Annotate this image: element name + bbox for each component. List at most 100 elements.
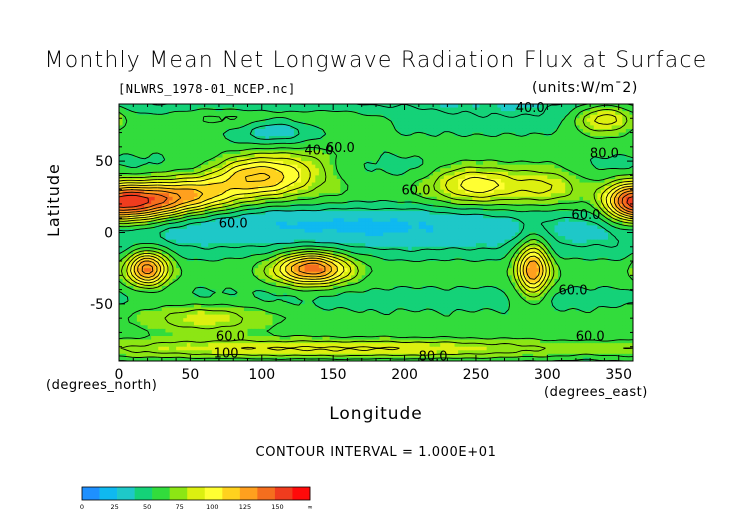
field-cell (376, 136, 381, 141)
field-cell (454, 125, 459, 130)
field-cell (322, 111, 327, 116)
field-cell (251, 118, 256, 123)
field-cell (572, 186, 577, 191)
field-cell (558, 193, 563, 198)
field-cell (436, 182, 441, 187)
field-cell (147, 193, 152, 198)
field-cell (450, 121, 456, 127)
field-cell (161, 121, 166, 127)
field-cell (354, 164, 359, 169)
field-cell (586, 182, 591, 187)
field-cell (529, 175, 534, 180)
field-cell (129, 153, 134, 159)
field-cell (265, 211, 270, 216)
field-cell (518, 164, 523, 169)
field-cell (119, 146, 124, 151)
field-cell (583, 139, 588, 144)
field-cell (218, 118, 224, 123)
field-cell (522, 132, 527, 137)
field-cell (561, 143, 566, 148)
field-cell (572, 182, 577, 187)
field-cell (550, 193, 556, 198)
field-cell (154, 125, 159, 130)
field-cell (500, 139, 506, 144)
field-cell (376, 218, 381, 223)
field-cell (504, 186, 509, 191)
field-cell (611, 136, 616, 141)
field-cell (429, 125, 434, 130)
field-cell (575, 203, 581, 209)
field-cell (204, 136, 209, 141)
field-cell (411, 143, 416, 148)
field-cell (415, 164, 420, 169)
field-cell (615, 121, 620, 127)
field-cell (261, 132, 266, 137)
field-cell (561, 221, 566, 226)
field-cell (368, 175, 374, 180)
field-cell (508, 153, 513, 159)
field-cell (218, 132, 224, 137)
field-cell (411, 218, 416, 223)
field-cell (565, 175, 570, 180)
field-cell (247, 164, 252, 169)
field-cell (336, 196, 341, 201)
field-cell (518, 182, 523, 187)
field-cell (154, 189, 159, 194)
field-cell (322, 178, 327, 184)
field-cell (243, 104, 249, 109)
field-cell (243, 214, 249, 219)
field-cell (479, 150, 484, 155)
field-cell (522, 121, 527, 127)
field-cell (358, 153, 363, 159)
field-cell (386, 136, 391, 141)
field-cell (533, 121, 538, 127)
field-cell (251, 203, 256, 209)
field-cell (629, 104, 633, 109)
field-cell (233, 143, 238, 148)
field-cell (322, 164, 327, 169)
field-cell (140, 221, 145, 226)
field-cell (279, 107, 284, 112)
field-cell (504, 121, 509, 127)
field-cell (272, 225, 277, 230)
field-cell (586, 168, 591, 173)
field-cell (529, 178, 534, 184)
field-cell (329, 225, 334, 230)
field-cell (119, 211, 124, 216)
field-cell (329, 153, 334, 159)
field-cell (590, 164, 595, 169)
field-cell (411, 157, 416, 162)
field-cell (340, 143, 345, 148)
field-cell (140, 139, 145, 144)
field-cell (133, 182, 138, 187)
field-cell (536, 164, 541, 169)
field-cell (240, 178, 245, 184)
field-cell (390, 200, 395, 205)
field-cell (475, 128, 481, 134)
field-cell (143, 121, 149, 127)
field-cell (308, 221, 313, 226)
field-cell (465, 203, 470, 209)
field-cell (358, 107, 363, 112)
field-cell (126, 161, 131, 166)
field-cell (304, 193, 309, 198)
field-cell (154, 171, 159, 176)
field-cell (436, 143, 441, 148)
field-cell (504, 211, 509, 216)
field-cell (604, 211, 609, 216)
field-cell (204, 128, 209, 134)
field-cell (351, 118, 356, 123)
field-cell (615, 125, 620, 130)
field-cell (608, 203, 613, 209)
field-cell (197, 182, 202, 187)
field-cell (500, 203, 506, 209)
field-cell (218, 168, 224, 173)
field-cell (525, 189, 531, 194)
field-cell (236, 161, 241, 166)
field-cell (358, 168, 363, 173)
field-cell (383, 128, 388, 134)
field-cell (579, 125, 584, 130)
field-cell (176, 111, 181, 116)
field-cell (293, 157, 299, 162)
field-cell (397, 218, 402, 223)
